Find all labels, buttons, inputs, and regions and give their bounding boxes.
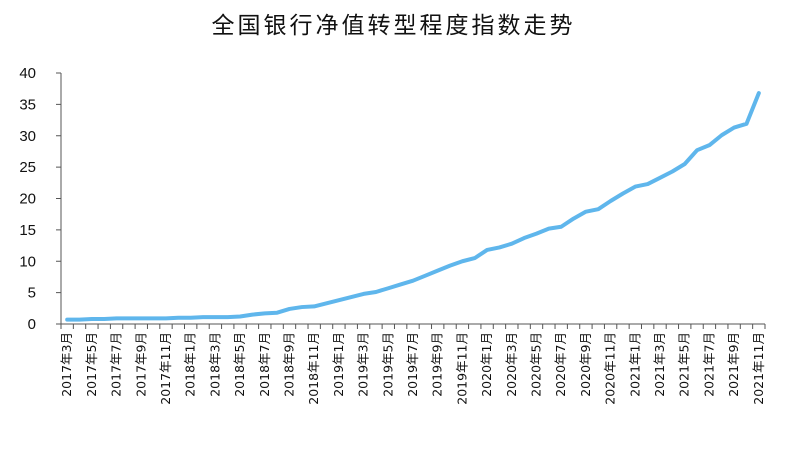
x-tick-label: 2020年5月 [529,332,544,397]
y-tick-label: 25 [19,159,36,176]
data-point [78,318,82,322]
data-point [473,256,477,260]
data-point [522,236,526,240]
data-point [547,227,551,231]
data-point [423,274,427,278]
data-point [349,295,353,299]
data-point [535,232,539,236]
series-line-0 [65,91,761,322]
y-tick-label: 30 [19,128,36,145]
data-point [90,317,94,321]
data-point [485,248,489,252]
data-point [386,286,390,290]
x-tick-label: 2020年7月 [553,332,568,397]
x-tick-label: 2017年11月 [158,332,173,405]
data-point [460,259,464,263]
x-tick-label: 2021年1月 [627,332,642,397]
data-point [127,316,131,320]
x-tick-label: 2021年3月 [652,332,667,397]
data-point [497,245,501,249]
data-point [226,315,230,319]
x-tick-label: 2021年7月 [701,332,716,397]
x-tick-label: 2017年9月 [133,332,148,397]
data-point [287,307,291,311]
y-tick-label: 40 [19,65,36,82]
data-point [448,264,452,268]
x-tick-label: 2018年11月 [306,332,321,405]
data-point [374,290,378,294]
data-point [139,316,143,320]
data-point [584,210,588,214]
data-point [115,316,119,320]
data-point [596,207,600,211]
data-point [572,217,576,221]
data-point [609,199,613,203]
data-point [646,182,650,186]
x-tick-label: 2018年5月 [232,332,247,397]
data-point [65,318,69,322]
y-tick-label: 20 [19,191,36,208]
x-tick-label: 2020年3月 [504,332,519,397]
x-tick-label: 2017年7月 [109,332,124,397]
data-point [757,91,761,95]
data-point [250,313,254,317]
data-point [683,162,687,166]
y-tick-label: 10 [19,253,36,270]
x-tick-label: 2018年7月 [257,332,272,397]
x-tick-label: 2019年7月 [405,332,420,397]
data-point [312,304,316,308]
data-point [670,170,674,174]
data-point [658,176,662,180]
data-point [275,311,279,315]
data-point [102,317,106,321]
data-point [189,316,193,320]
x-tick-label: 2019年11月 [454,332,469,405]
x-tick-label: 2017年5月 [84,332,99,397]
x-tick-label: 2019年9月 [430,332,445,397]
y-tick-label: 15 [19,222,36,239]
data-point [152,316,156,320]
x-tick-label: 2018年1月 [183,332,198,397]
data-point [411,279,415,283]
data-point [238,314,242,318]
data-point [337,298,341,302]
data-point [559,225,563,229]
data-point [399,282,403,286]
data-point [263,311,267,315]
data-point [720,133,724,137]
x-tick-label: 2018年9月 [281,332,296,397]
x-tick-label: 2020年1月 [479,332,494,397]
x-tick-label: 2020年11月 [603,332,618,405]
data-point [732,126,736,130]
y-tick-label: 0 [28,316,36,333]
data-point [213,315,217,319]
x-tick-label: 2019年1月 [331,332,346,397]
data-point [744,122,748,126]
data-point [621,191,625,195]
y-tick-label: 5 [28,285,36,302]
x-tick-label: 2019年3月 [356,332,371,397]
y-tick-label: 35 [19,96,36,113]
x-tick-label: 2019年5月 [380,332,395,397]
chart-title: 全国银行净值转型程度指数走势 [211,13,576,39]
data-point [695,148,699,152]
data-point [201,315,205,319]
data-point [436,269,440,273]
x-tick-label: 2018年3月 [207,332,222,397]
data-point [707,143,711,147]
x-tick-label: 2021年5月 [677,332,692,397]
data-point [300,305,304,309]
data-point [176,316,180,320]
data-point [510,242,514,246]
x-tick-label: 2020年9月 [578,332,593,397]
x-tick-label: 2021年11月 [751,332,766,405]
x-tick-label: 2017年3月 [59,332,74,397]
data-point [325,301,329,305]
x-tick-label: 2021年9月 [726,332,741,397]
data-point [362,292,366,296]
data-point [164,316,168,320]
data-point [633,185,637,189]
